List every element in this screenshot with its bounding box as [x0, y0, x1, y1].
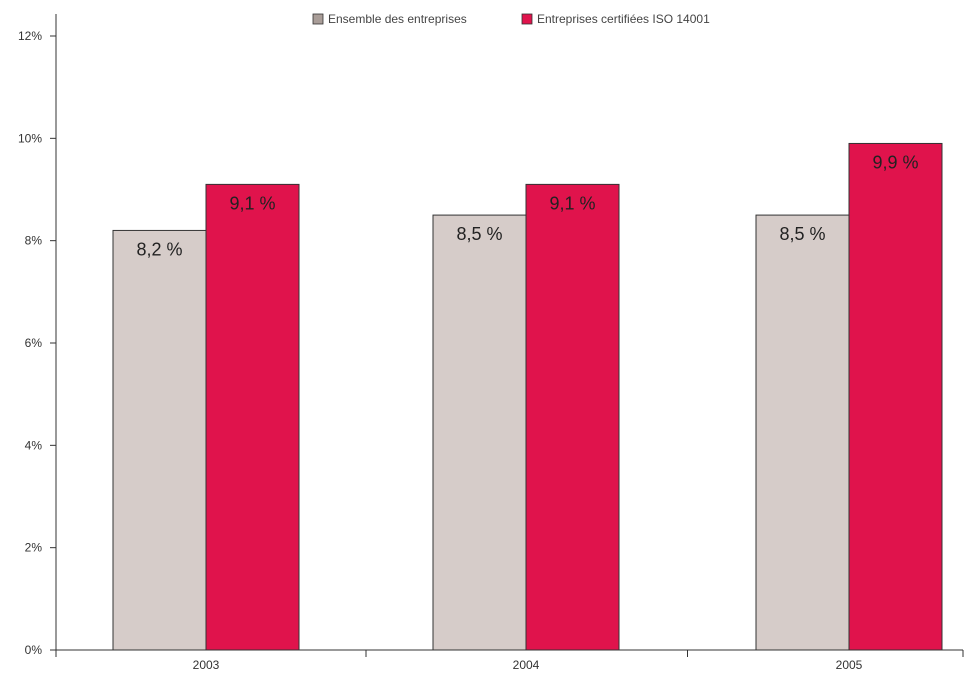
y-tick-label: 2%: [25, 541, 43, 555]
y-tick-label: 6%: [25, 336, 43, 350]
bar: [525, 183, 620, 651]
x-tick-label: 2004: [513, 658, 540, 672]
y-axis: 0% 2% 4% 6% 8% 10% 12%: [18, 14, 57, 657]
data-label: 9,1 %: [229, 193, 275, 213]
x-tick-label: 2005: [836, 658, 863, 672]
x-tick-label: 2003: [193, 658, 220, 672]
bars: [112, 142, 943, 651]
data-labels: 8,2 % 9,1 % 8,5 % 9,1 % 8,5 % 9,9 %: [136, 152, 918, 259]
legend: Ensemble des entreprises Entreprises cert…: [312, 12, 710, 26]
data-label: 8,2 %: [136, 239, 182, 259]
y-tick-label: 0%: [25, 643, 43, 657]
data-label: 8,5 %: [779, 224, 825, 244]
bar: [112, 229, 207, 651]
y-tick-label: 10%: [18, 131, 42, 145]
bar: [755, 214, 850, 651]
y-tick-label: 8%: [25, 234, 43, 248]
legend-label: Entreprises certifiées ISO 14001: [537, 12, 710, 26]
x-axis: 2003 2004 2005: [55, 649, 964, 672]
bar: [848, 142, 943, 651]
bar: [205, 183, 300, 651]
legend-swatch: [521, 13, 533, 25]
y-tick-label: 4%: [25, 438, 43, 452]
data-label: 9,9 %: [872, 152, 918, 172]
y-tick-label: 12%: [18, 29, 42, 43]
legend-swatch: [312, 13, 324, 25]
legend-label: Ensemble des entreprises: [328, 12, 467, 26]
data-label: 8,5 %: [456, 224, 502, 244]
bar: [432, 214, 527, 651]
data-label: 9,1 %: [549, 193, 595, 213]
